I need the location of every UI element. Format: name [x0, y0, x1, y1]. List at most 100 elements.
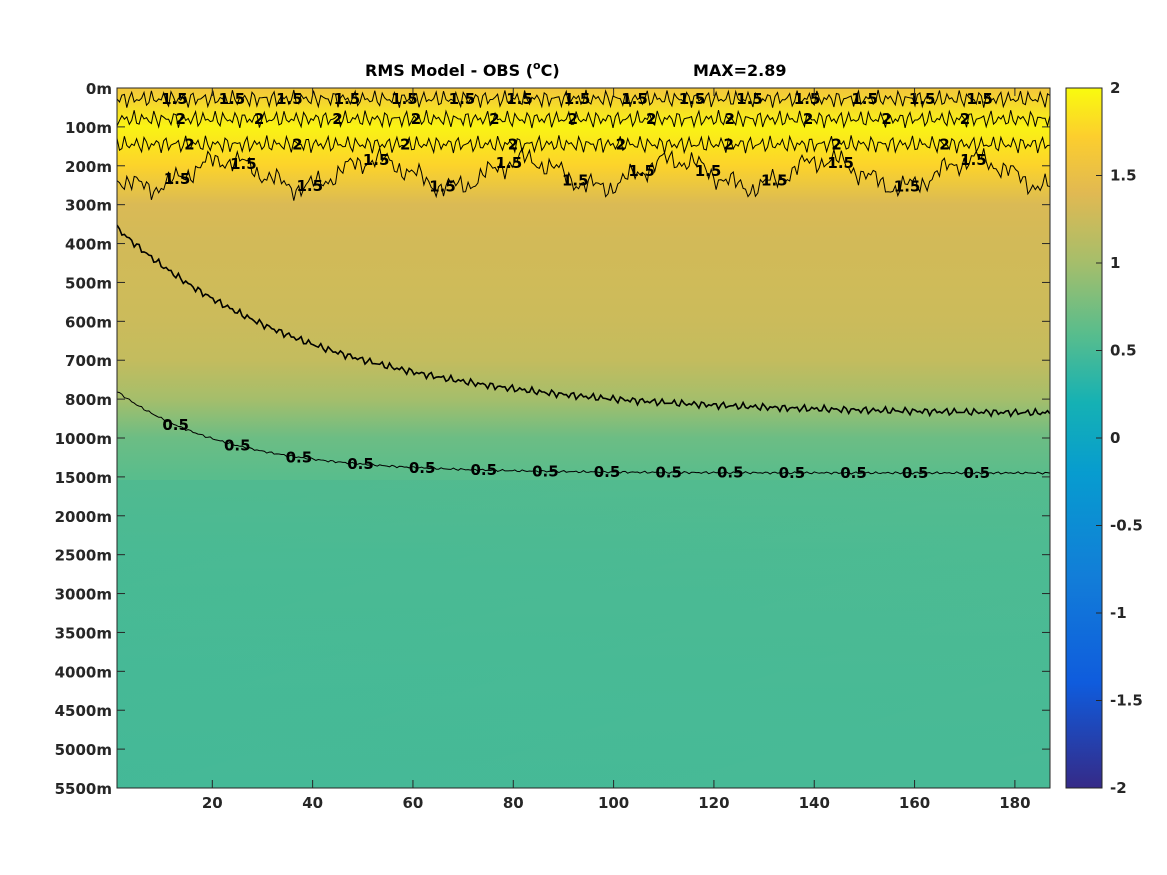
- contour-label: 1.5: [496, 154, 523, 172]
- x-tick-label: 60: [403, 794, 424, 812]
- contour-line: [117, 134, 1050, 155]
- contour-label: 0.5: [594, 463, 621, 481]
- x-tick-label: 20: [202, 794, 223, 812]
- contour-label: 2: [254, 110, 264, 128]
- contour-line: [117, 89, 1050, 109]
- contour-label: 2: [332, 110, 342, 128]
- contour-line: [117, 147, 1050, 201]
- contour-label: 2: [489, 110, 499, 128]
- heatmap: 1.5 1.5 1.5 1.5 1.5 1.5 1.5 1.5 1.5 1.5 1.5 1.5 1.5 1…: [117, 88, 1050, 788]
- x-tick-label: 100: [598, 794, 629, 812]
- heatmap-shading: [117, 480, 1050, 788]
- y-tick-label: 800m: [65, 391, 112, 409]
- y-axis: 0m 100m 200m 300m 400m 500m 600m 700m 800m 1000m 1…: [55, 80, 1050, 798]
- contour-label: 1.5: [449, 90, 476, 108]
- contour-label: 1.5: [429, 178, 456, 196]
- contour-label: 2: [400, 135, 410, 153]
- y-tick-label: 500m: [65, 274, 112, 292]
- contour-label: 1.5: [827, 154, 854, 172]
- y-tick-label: 3000m: [55, 586, 112, 604]
- contour-label: 1.5: [562, 172, 589, 190]
- contour-label: 1.5: [363, 151, 390, 169]
- y-tick-label: 600m: [65, 313, 112, 331]
- contour-label: 1.5: [909, 90, 936, 108]
- colorbar-tick-label: -1.5: [1110, 692, 1143, 710]
- contour-line: [117, 224, 1050, 418]
- contour-label: 2: [411, 110, 421, 128]
- chart-max-label: MAX=2.89: [693, 61, 787, 80]
- colorbar-tick-label: 1: [1110, 254, 1120, 272]
- contour-label: 1.5: [391, 90, 418, 108]
- contour-label: 1.5: [628, 162, 655, 180]
- contour-label: 1.5: [736, 90, 763, 108]
- contour-label: 2: [960, 110, 970, 128]
- contour-label: 0.5: [409, 459, 436, 477]
- colorbar-tick-label: 0: [1110, 429, 1120, 447]
- contour-label: 1.5: [276, 90, 303, 108]
- contour-label: 0.5: [286, 448, 313, 466]
- contour-label: 2: [724, 110, 734, 128]
- x-tick-label: 80: [503, 794, 524, 812]
- contour-label: 2: [508, 135, 518, 153]
- y-tick-label: 4000m: [55, 663, 112, 681]
- colorbar-tick-label: 0.5: [1110, 342, 1137, 360]
- y-tick-label: 200m: [65, 158, 112, 176]
- contour-label: 2: [803, 110, 813, 128]
- contour-label: 1.5: [296, 177, 323, 195]
- contour-label: 1.5: [506, 90, 533, 108]
- contour-label: 2: [616, 135, 626, 153]
- y-tick-label: 300m: [65, 197, 112, 215]
- contour-label: 0.5: [224, 437, 251, 455]
- colorbar-tick-label: -0.5: [1110, 517, 1143, 535]
- contour-label: 1.5: [960, 151, 987, 169]
- contour-line: [117, 391, 1050, 475]
- x-tick-label: 140: [799, 794, 830, 812]
- contour-label: 1.5: [161, 90, 188, 108]
- y-tick-label: 2000m: [55, 508, 112, 526]
- contour-label: 2: [939, 135, 949, 153]
- chart-title: RMS Model - OBS (oC): [365, 59, 560, 80]
- colorbar-tick-label: 2: [1110, 79, 1120, 97]
- x-axis: 20 40 60 80 100 120 140 160 180: [202, 88, 1031, 812]
- contour-label: 2: [175, 110, 185, 128]
- x-tick-label: 180: [999, 794, 1030, 812]
- contour-label: 1.5: [230, 155, 257, 173]
- contour-label: 2: [881, 110, 891, 128]
- contour-label: 0.5: [347, 455, 374, 473]
- y-tick-label: 400m: [65, 236, 112, 254]
- y-tick-label: 0m: [86, 80, 112, 98]
- contour-label: 1.5: [621, 90, 648, 108]
- y-tick-label: 5000m: [55, 741, 112, 759]
- contour-label: 1.5: [334, 90, 361, 108]
- contour-label: 0.5: [840, 464, 867, 482]
- contour-label: 0.5: [963, 464, 990, 482]
- y-tick-label: 3500m: [55, 624, 112, 642]
- colorbar-tick-label: -1: [1110, 604, 1127, 622]
- contour-label: 1.5: [794, 90, 821, 108]
- contour-label: 0.5: [162, 416, 189, 434]
- contour-label: 2: [568, 110, 578, 128]
- y-tick-label: 5500m: [55, 780, 112, 798]
- y-tick-label: 700m: [65, 352, 112, 370]
- contour-label: 1.5: [966, 90, 993, 108]
- colorbar-tick-label: 1.5: [1110, 167, 1137, 185]
- contour-label: 1.5: [695, 162, 722, 180]
- contour-label: 2: [292, 135, 302, 153]
- y-tick-label: 100m: [65, 119, 112, 137]
- contour-label: 1.5: [894, 178, 921, 196]
- contour-lines: [117, 89, 1050, 475]
- contour-labels: 1.5 1.5 1.5 1.5 1.5 1.5 1.5 1.5 1.5 1.5 1.5 1.5 1.5 1…: [161, 90, 993, 482]
- contour-line: [117, 109, 1050, 129]
- contour-label: 2: [646, 110, 656, 128]
- colorbar-tick-label: -2: [1110, 779, 1127, 797]
- contour-label: 0.5: [717, 464, 744, 482]
- contour-label: 1.5: [679, 90, 706, 108]
- y-tick-label: 4500m: [55, 702, 112, 720]
- contour-label: 1.5: [564, 90, 591, 108]
- contour-label: 0.5: [470, 461, 497, 479]
- x-tick-label: 120: [698, 794, 729, 812]
- y-tick-label: 2500m: [55, 547, 112, 565]
- contour-label: 2: [831, 135, 841, 153]
- contour-label: 1.5: [851, 90, 878, 108]
